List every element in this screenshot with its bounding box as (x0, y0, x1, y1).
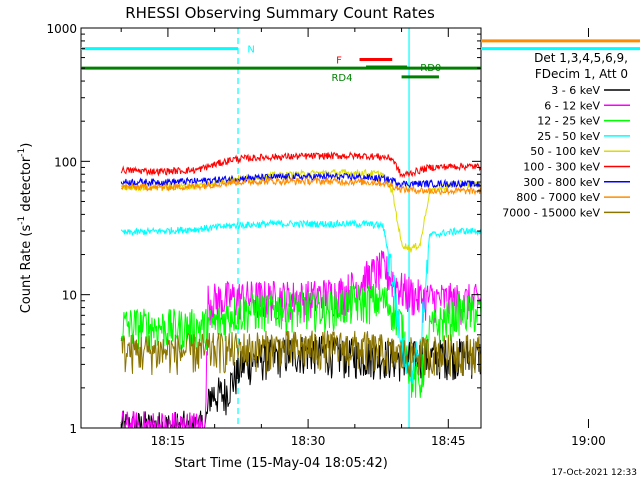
legend-header-line-1: Det 1,3,4,5,6,9, (534, 51, 628, 65)
y-axis-label: Count Rate (s-1 detector-1) (17, 143, 34, 314)
series-line-4-seg-0 (120, 168, 481, 253)
x-tick-label-3: 19:00 (571, 434, 606, 448)
y-tick-label-2: 100 (54, 155, 77, 169)
legend: Det 1,3,4,5,6,9, FDecim 1, Att 0 3 - 6 k… (502, 51, 630, 219)
x-tick-label-2: 18:45 (431, 434, 466, 448)
legend-label-7: 800 - 7000 keV (516, 191, 600, 204)
flag-layer: NSFRD0RD4 (81, 39, 640, 84)
legend-label-5: 100 - 300 keV (523, 161, 600, 174)
legend-label-4: 50 - 100 keV (530, 145, 600, 158)
y-axis-label-sup-2: -1 (17, 148, 27, 157)
y-tick-label-1: 10 (62, 289, 77, 303)
axis-layer: 110100100018:1518:3018:4519:0019:1519:30… (46, 22, 606, 448)
series-line-5-seg-0 (120, 151, 481, 179)
legend-items: 3 - 6 keV 6 - 12 keV 12 - 25 keV 25 - 50 ke… (502, 84, 630, 219)
series-line-8-seg-0 (120, 330, 481, 378)
y-axis-label-part-2: detector (19, 156, 34, 216)
chart-title: RHESSI Observing Summary Count Rates (125, 4, 435, 22)
series-line-1-seg-0 (120, 250, 481, 428)
flag-label-0: N (247, 45, 254, 56)
y-axis-label-part-1: Count Rate (s (19, 225, 34, 314)
x-tick-label-0: 18:15 (151, 434, 186, 448)
legend-label-2: 12 - 25 keV (537, 115, 600, 128)
series-line-7-seg-0 (120, 176, 481, 196)
legend-label-6: 300 - 800 keV (523, 176, 600, 189)
y-tick-label-3: 1000 (46, 22, 77, 36)
series-line-2-seg-0 (120, 283, 481, 398)
x-tick-label-1: 18:30 (291, 434, 326, 448)
legend-label-3: 25 - 50 keV (537, 130, 600, 143)
x-axis-label: Start Time (15-May-04 18:05:42) (174, 456, 388, 471)
y-tick-label-0: 1 (69, 422, 77, 436)
flag-label-4: F (336, 56, 342, 67)
series-line-3-seg-0 (120, 219, 481, 384)
legend-label-0: 3 - 6 keV (551, 84, 600, 97)
y-axis-label-part-3: ) (19, 143, 34, 148)
y-axis-label-sup-1: -1 (17, 216, 27, 225)
legend-header-line-2: FDecim 1, Att 0 (535, 67, 628, 81)
plot-frame (80, 27, 482, 429)
legend-label-8: 7000 - 15000 keV (502, 206, 600, 219)
flag-label-6: RD4 (331, 73, 352, 84)
flag-label-5: RD0 (420, 63, 441, 74)
legend-label-1: 6 - 12 keV (544, 99, 600, 112)
footer-timestamp: 17-Oct-2021 12:33 (552, 468, 637, 478)
data-layer (120, 28, 481, 428)
plot-area: NSFRD0RD4 110100100018:1518:3018:4519:00… (46, 22, 640, 448)
